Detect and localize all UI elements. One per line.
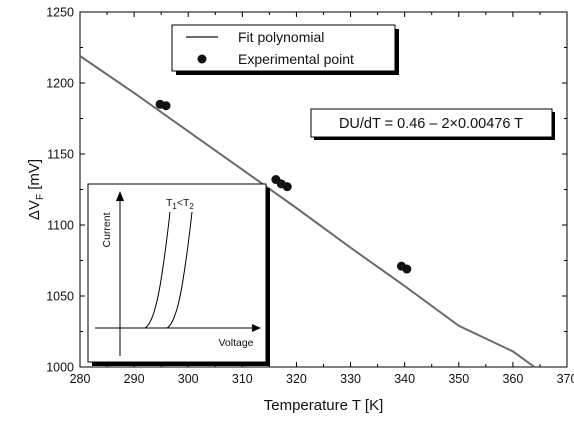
y-axis-title: ΔVF [mV] — [26, 159, 46, 220]
inset-curve-label-sub2: 2 — [189, 202, 194, 211]
legend-point-swatch — [197, 54, 207, 64]
equation-box-frame — [310, 108, 553, 138]
legend-box — [171, 24, 396, 72]
inset-curve-label-lt: <T — [177, 197, 190, 209]
x-tick-label: 300 — [178, 372, 199, 386]
inset-curve-label: T1<T2 — [166, 197, 194, 211]
inset-curve-label-sub1: 1 — [172, 202, 177, 211]
experimental-point — [161, 101, 171, 111]
y-tick-label: 1150 — [47, 148, 74, 162]
inset-curve-t1 — [144, 211, 171, 329]
equation-text: DU/dT = 0.46 – 2×0.00476 T — [339, 116, 523, 132]
y-axis-title-main: ΔV — [26, 200, 43, 220]
x-tick-label: 340 — [394, 372, 415, 386]
legend-label-fit: Fit polynomial — [238, 29, 324, 45]
x-tick-label: 370 — [557, 372, 574, 386]
x-axis-ticks: 280 290 300 310 320 330 340 350 360 370 — [70, 12, 574, 386]
y-axis-ticks: 1000 1050 1100 1150 1200 1250 — [46, 6, 567, 375]
inset-x-label: Voltage — [218, 337, 253, 349]
experimental-point — [402, 264, 412, 274]
x-tick-label: 320 — [286, 372, 307, 386]
x-tick-label: 280 — [70, 372, 91, 386]
x-tick-label: 330 — [340, 372, 361, 386]
x-tick-label: 310 — [232, 372, 253, 386]
inset-y-label: Current — [101, 212, 113, 247]
legend-label-experimental: Experimental point — [238, 51, 354, 67]
y-tick-label: 1200 — [46, 77, 74, 91]
experimental-points-layer — [155, 99, 412, 274]
inset-x-arrow — [252, 324, 261, 332]
inset-y-arrow — [116, 191, 124, 201]
y-axis-title-unit: [mV] — [26, 159, 43, 194]
y-tick-label: 1250 — [46, 6, 74, 20]
inset-iv-sketch: Current Voltage T1<T2 — [87, 183, 270, 366]
y-axis-title-subscript: F — [35, 194, 46, 200]
legend: Fit polynomial Experimental point — [171, 24, 399, 75]
x-tick-label: 350 — [448, 372, 469, 386]
x-tick-label: 360 — [502, 372, 523, 386]
fit-polynomial-line — [79, 55, 536, 368]
inset-curve-label-t: T — [166, 197, 173, 209]
y-tick-label: 1050 — [46, 290, 74, 304]
fit-line-layer — [79, 55, 536, 368]
x-axis-title: Temperature T [K] — [264, 397, 384, 414]
y-tick-label: 1100 — [47, 219, 74, 233]
y-tick-label: 1000 — [46, 361, 74, 375]
experimental-point — [282, 182, 292, 192]
inset-frame — [87, 183, 267, 363]
equation-annotation: DU/dT = 0.46 – 2×0.00476 T — [310, 108, 555, 140]
x-tick-label: 290 — [124, 372, 145, 386]
inset-curve-t2 — [166, 211, 193, 329]
